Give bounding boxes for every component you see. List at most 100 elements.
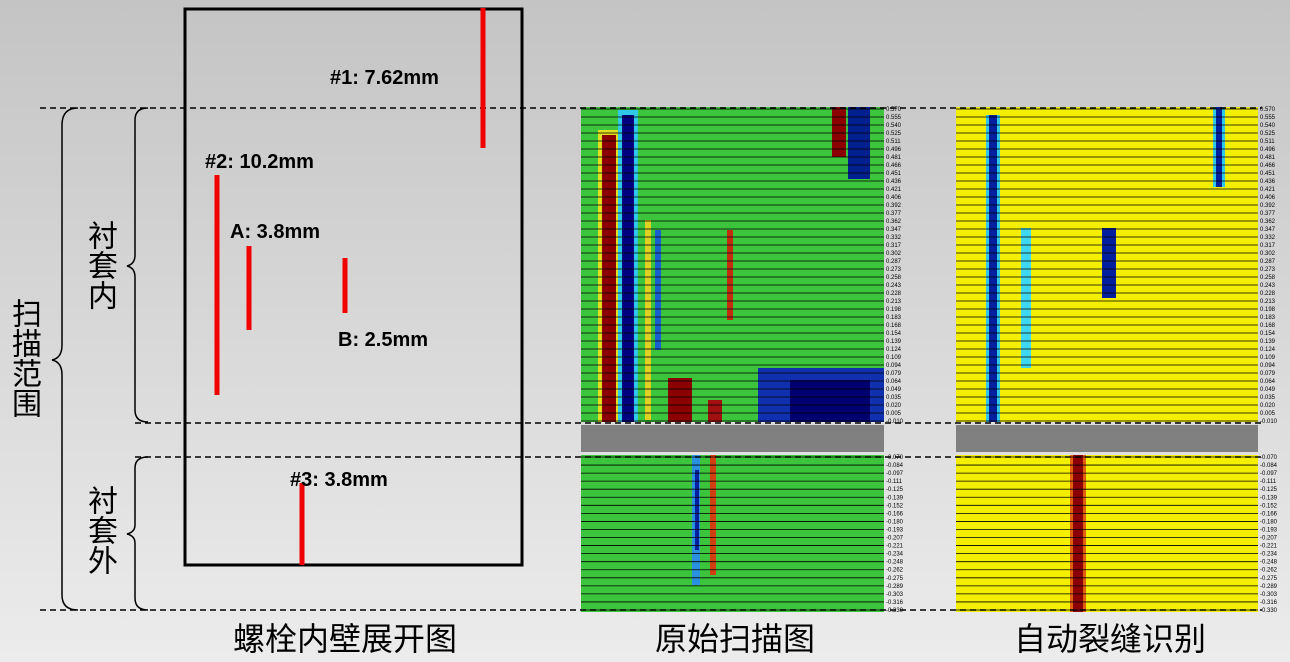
scale-label: 0.302 [1260, 251, 1276, 257]
scale-label: 0.020 [1260, 403, 1276, 409]
scale-label: 0.139 [886, 339, 902, 345]
scale-label: 0.481 [1260, 155, 1276, 161]
scale-label: 0.317 [1260, 243, 1276, 249]
scale-label: 0.392 [886, 203, 902, 209]
scale-label: 0.243 [886, 283, 902, 289]
scale-label: 0.183 [1260, 315, 1276, 321]
caption: 原始扫描图 [655, 621, 815, 657]
scale-label: 0.287 [886, 259, 902, 265]
scale-label: -0.330 [886, 608, 904, 614]
scale-label: -0.139 [886, 495, 904, 501]
scale-label: 0.064 [1260, 379, 1276, 385]
scale-label: 0.555 [886, 115, 902, 121]
scale-label: 0.035 [886, 395, 902, 401]
scale-label: 0.020 [886, 403, 902, 409]
scale-label: 0.005 [886, 411, 902, 417]
scale-label: 0.064 [886, 379, 902, 385]
scale-label: 0.347 [886, 227, 902, 233]
scale-label: -0.139 [1260, 495, 1278, 501]
scale-label: 0.421 [886, 187, 902, 193]
scale-label: 0.154 [886, 331, 902, 337]
scale-label: 0.511 [1260, 139, 1275, 145]
scale-label: -0.303 [1260, 592, 1278, 598]
scale-label: 0.139 [1260, 339, 1276, 345]
scale-label: 0.035 [1260, 395, 1276, 401]
scale-label: 0.406 [1260, 195, 1276, 201]
scale-label: 0.109 [886, 355, 902, 361]
scale-label: -0.111 [886, 479, 903, 485]
scale-label: -0.070 [886, 455, 904, 461]
scale-label: 0.273 [886, 267, 902, 273]
scale-label: -0.207 [886, 536, 904, 542]
scale-label: -0.166 [886, 511, 904, 517]
scale-label: 0.466 [886, 163, 902, 169]
scale-label: 0.540 [886, 123, 902, 129]
scale-label: 0.466 [1260, 163, 1276, 169]
scale-label: -0.125 [1260, 487, 1278, 493]
crack-label: B: 2.5mm [338, 329, 428, 351]
scale-label: 0.287 [1260, 259, 1276, 265]
scale-label: 0.332 [1260, 235, 1276, 241]
scale-label: 0.094 [1260, 363, 1276, 369]
scale-label: 0.377 [886, 211, 902, 217]
scale-label: -0.180 [1260, 519, 1278, 525]
scale-label: -0.111 [1260, 479, 1277, 485]
scale-label: 0.005 [1260, 411, 1276, 417]
scale-label: 0.525 [1260, 131, 1276, 137]
crack-label: #1: 7.62mm [330, 67, 439, 89]
scale-label: 0.362 [1260, 219, 1276, 225]
crack-label: A: 3.8mm [230, 221, 320, 243]
scale-label: -0.221 [1260, 544, 1278, 550]
scale-label: -0.303 [886, 592, 904, 598]
scale-label: 0.436 [886, 179, 902, 185]
slide: 0.570 0.555 0.540 0.525 0.511 0.496 0.481 0.466… [0, 0, 1290, 662]
scale-label: 0.198 [1260, 307, 1276, 313]
scale-label: -0.152 [886, 503, 904, 509]
scale-label: 0.570 [1260, 107, 1276, 113]
scale-label: 0.451 [886, 171, 902, 177]
scale-label: -0.010 [1260, 419, 1278, 425]
scale-label: 0.213 [886, 299, 902, 305]
scale-label: 0.228 [1260, 291, 1276, 297]
scale-label: 0.213 [1260, 299, 1276, 305]
scale-label: -0.234 [1260, 552, 1278, 558]
scale-label: -0.275 [1260, 576, 1278, 582]
scale-label: 0.049 [1260, 387, 1276, 393]
scale-label: 0.168 [886, 323, 902, 329]
scale-label: 0.496 [886, 147, 902, 153]
scale-label: 0.540 [1260, 123, 1276, 129]
crack-detection-map [956, 107, 1258, 612]
scale-label: -0.084 [886, 463, 904, 469]
scale-label: -0.125 [886, 487, 904, 493]
crack-label: #3: 3.8mm [290, 469, 388, 491]
scale-label: 0.392 [1260, 203, 1276, 209]
scale-label: 0.481 [886, 155, 902, 161]
scale-label: 0.183 [886, 315, 902, 321]
scale-label: -0.248 [886, 560, 904, 566]
scale-label: 0.317 [886, 243, 902, 249]
scale-label: -0.262 [886, 568, 904, 574]
scale-label: -0.275 [886, 576, 904, 582]
scale-label: -0.097 [1260, 471, 1278, 477]
scale-label: 0.362 [886, 219, 902, 225]
caption: 自动裂缝识别 [1014, 621, 1206, 657]
scale-label: -0.084 [1260, 463, 1278, 469]
scale-label: 0.525 [886, 131, 902, 137]
outside-label: 衬套外 [84, 485, 114, 575]
scale-label: 0.109 [1260, 355, 1276, 361]
scale-label: -0.289 [1260, 584, 1278, 590]
scale-label: 0.258 [886, 275, 902, 281]
scale-label: -0.221 [886, 544, 904, 550]
inside-label: 衬套内 [84, 220, 114, 310]
scale-label: 0.511 [886, 139, 901, 145]
scale-label: -0.234 [886, 552, 904, 558]
crack-label: #2: 10.2mm [205, 151, 314, 173]
scale-label: -0.248 [1260, 560, 1278, 566]
scale-label: 0.228 [886, 291, 902, 297]
scale-label: 0.243 [1260, 283, 1276, 289]
scale-label: -0.262 [1260, 568, 1278, 574]
scale-label: 0.332 [886, 235, 902, 241]
scale-label: -0.010 [886, 419, 904, 425]
scale-label: -0.166 [1260, 511, 1278, 517]
scale-label: -0.289 [886, 584, 904, 590]
